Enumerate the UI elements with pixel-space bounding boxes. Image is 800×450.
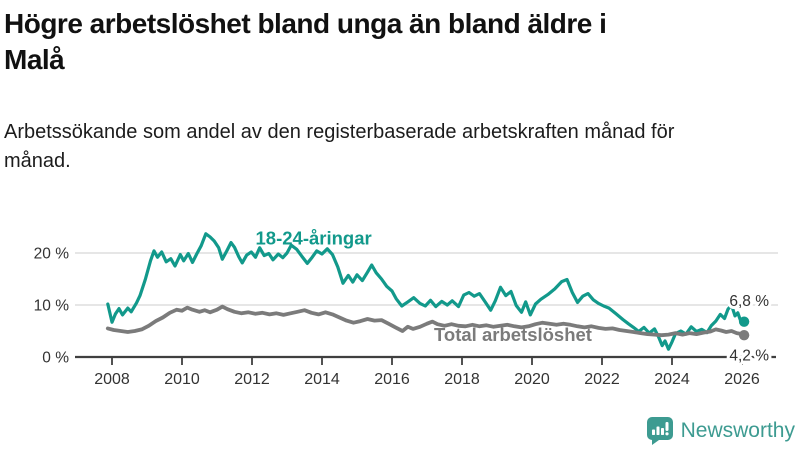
x-tick-label: 2024 (654, 371, 690, 388)
x-tick-label: 2020 (514, 371, 550, 388)
x-tick-label: 2010 (164, 371, 200, 388)
y-tick-label: 0 % (42, 350, 69, 367)
series-line-young (106, 232, 746, 351)
page-title: Högre arbetslöshet bland unga än bland ä… (4, 8, 607, 75)
newsworthy-logo-text: Newsworthy (680, 418, 795, 442)
x-tick-label: 2012 (234, 371, 270, 388)
series-line-total (105, 304, 746, 338)
x-tick-label: 2016 (374, 371, 410, 388)
series-end-dot-young (738, 316, 750, 327)
end-value-label-total: 4,2 % (729, 348, 769, 365)
line-chart: 2008 2010 2012 2014 2016 2018 2020 2022 2024 2026… (0, 195, 800, 395)
end-value-label-young: 6,8 % (729, 293, 769, 310)
x-tick-label: 2026 (724, 371, 760, 388)
y-tick-label: 10 % (34, 298, 70, 315)
x-tick-label: 2018 (444, 371, 480, 388)
chart-canvas: 2008 2010 2012 2014 2016 2018 2020 2022 2024 2026… (34, 228, 778, 388)
newsworthy-logo: Newsworthy (645, 416, 795, 445)
series-end-dot-total (738, 329, 750, 341)
series-label-total: Total arbetslöshet (434, 324, 592, 345)
chart-subtitle: Arbetssökande som andel av den registerb… (4, 121, 675, 172)
x-tick-label: 2008 (94, 371, 130, 388)
x-tick-label: 2014 (304, 371, 340, 388)
x-tick-label: 2022 (584, 371, 620, 388)
y-tick-label: 20 % (34, 246, 70, 263)
bar-chart-speech-bubble-icon (645, 416, 674, 445)
series-label-young: 18-24-åringar (256, 228, 372, 249)
